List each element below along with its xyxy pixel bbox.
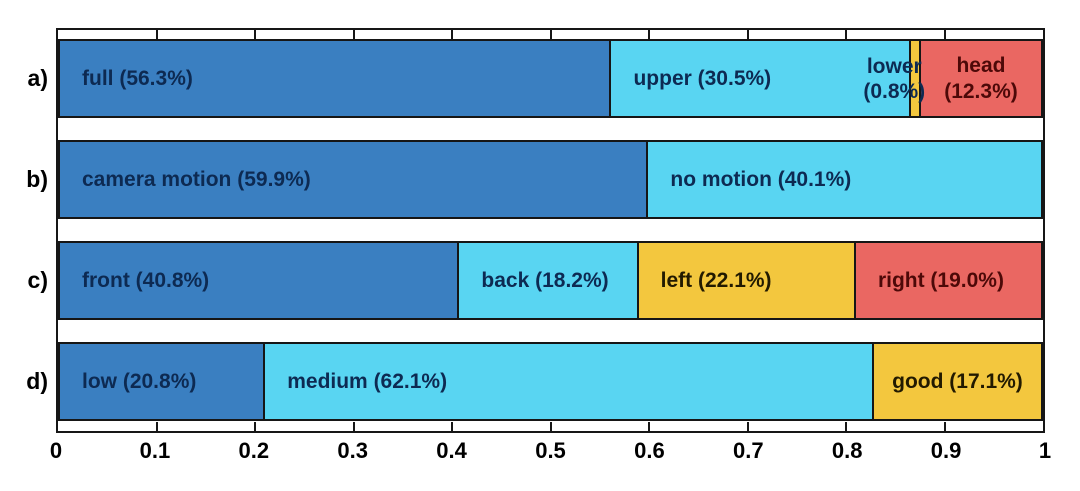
segment-label: back (18.2%) [481, 268, 609, 292]
axis-tick-mark [254, 422, 256, 431]
row-label-d: d) [26, 368, 48, 394]
plot-frame: full (56.3%) upper (30.5%) head (12.3%) low… [56, 28, 1045, 433]
axis-tick-mark [845, 30, 847, 39]
x-tick-label: 0.8 [831, 438, 863, 463]
x-tick-label: 1 [1038, 438, 1052, 463]
axis-tick-mark [451, 30, 453, 39]
segment-b-no-motion: no motion (40.1%) [646, 140, 1043, 219]
segment-a-full: full (56.3%) [58, 39, 612, 118]
row-label-c: c) [27, 267, 48, 293]
row-label-a: a) [27, 65, 48, 91]
segment-a-head: head (12.3%) [918, 39, 1043, 118]
segment-d-good: good (17.1%) [871, 342, 1043, 421]
axis-tick-mark [648, 30, 650, 39]
segment-label: low (20.8%) [82, 369, 197, 393]
x-tick-label: 0.6 [634, 438, 665, 463]
segment-label: camera motion (59.9%) [82, 167, 311, 191]
axis-tick-mark [155, 30, 158, 39]
segment-c-left: left (22.1%) [636, 241, 856, 320]
segment-label: full (56.3%) [82, 66, 193, 90]
axis-tick-mark [352, 422, 355, 431]
bar-row-a: full (56.3%) upper (30.5%) head (12.3%) low… [58, 39, 1043, 118]
segment-label: no motion (40.1%) [670, 167, 852, 191]
x-tick-label: 0.1 [139, 438, 171, 463]
segment-label: front (40.8%) [82, 268, 210, 292]
axis-tick-mark [845, 422, 847, 431]
segment-d-medium: medium (62.1%) [263, 342, 874, 421]
segment-label: upper (30.5%) [633, 66, 772, 90]
segment-label: medium (62.1%) [287, 369, 448, 393]
segment-label: head (12.3%) [944, 54, 1018, 103]
axis-tick-mark [451, 422, 453, 431]
segment-label: right (19.0%) [877, 268, 1004, 292]
axis-tick-mark [549, 422, 552, 431]
x-tick-label: 0.9 [930, 438, 962, 463]
bar-row-b: camera motion (59.9%) no motion (40.1%) [58, 140, 1043, 219]
axis-tick-mark [254, 30, 256, 39]
x-tick-label: 0.2 [238, 438, 270, 463]
segment-label: left (22.1%) [660, 268, 772, 292]
axis-tick-mark [943, 422, 946, 431]
row-label-b: b) [26, 166, 48, 192]
segment-c-right: right (19.0%) [853, 241, 1043, 320]
x-tick-label: 0.3 [337, 438, 368, 463]
axis-tick-mark [155, 422, 158, 431]
axis-tick-mark [648, 422, 650, 431]
axis-tick-mark [746, 422, 749, 431]
x-tick-label: 0.7 [733, 438, 764, 463]
axis-tick-mark [746, 30, 749, 39]
x-tick-label: 0.5 [535, 438, 566, 463]
x-tick-label: 0 [49, 438, 63, 463]
segment-a-upper: upper (30.5%) [609, 39, 912, 118]
segment-b-camera-motion: camera motion (59.9%) [58, 140, 649, 219]
bar-row-d: low (20.8%) medium (62.1%) good (17.1%) [58, 342, 1043, 421]
axis-tick-mark [352, 30, 355, 39]
segment-c-back: back (18.2%) [457, 241, 639, 320]
x-tick-label: 0.4 [436, 438, 467, 463]
x-axis: 0 0.1 0.2 0.3 0.4 0.5 0.6 0.7 0.8 0.9 1 [50, 438, 1051, 468]
bar-row-c: front (40.8%) back (18.2%) left (22.1%) rig… [58, 241, 1043, 320]
segment-label: good (17.1%) [892, 369, 1023, 393]
segment-d-low: low (20.8%) [58, 342, 266, 421]
axis-tick-mark [943, 30, 946, 39]
segment-c-front: front (40.8%) [58, 241, 460, 320]
axis-tick-mark [549, 30, 552, 39]
